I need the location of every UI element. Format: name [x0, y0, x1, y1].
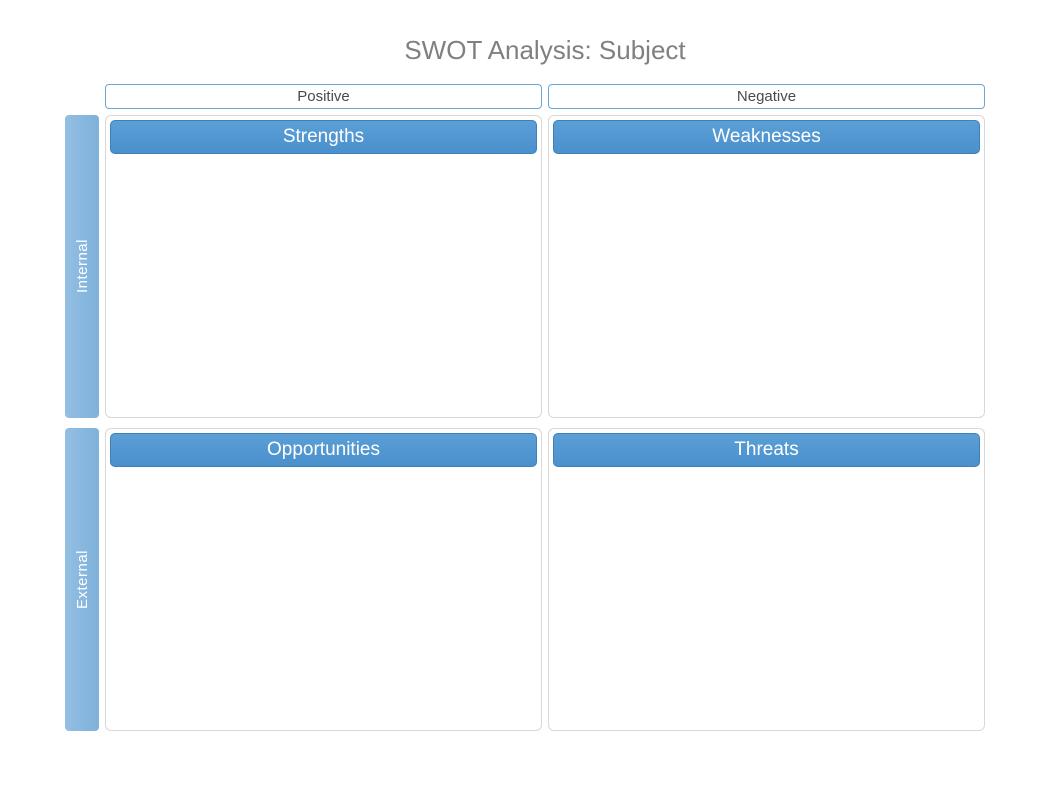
row-label-internal-text: Internal	[74, 239, 91, 293]
quadrants: Strengths Weaknesses Opportunities Threa…	[105, 115, 985, 731]
row-label-external-text: External	[74, 550, 91, 609]
quadrant-strengths-body	[110, 154, 537, 413]
quadrant-threats-header: Threats	[553, 433, 980, 467]
quadrant-weaknesses: Weaknesses	[548, 115, 985, 418]
quadrant-strengths: Strengths	[105, 115, 542, 418]
column-header-positive: Positive	[105, 84, 542, 109]
swot-grid: Positive Negative Internal External Stre…	[65, 84, 985, 731]
quadrant-opportunities: Opportunities	[105, 428, 542, 731]
quadrant-opportunities-header: Opportunities	[110, 433, 537, 467]
quadrant-weaknesses-header: Weaknesses	[553, 120, 980, 154]
quadrant-opportunities-body	[110, 467, 537, 726]
quadrant-strengths-header: Strengths	[110, 120, 537, 154]
row-labels: Internal External	[65, 115, 99, 731]
row-label-internal: Internal	[65, 115, 99, 418]
quadrant-weaknesses-body	[553, 154, 980, 413]
rows-area: Internal External Strengths Weaknesses	[65, 115, 985, 731]
swot-container: SWOT Analysis: Subject Positive Negative…	[65, 35, 985, 731]
column-headers: Positive Negative	[105, 84, 985, 109]
page-title: SWOT Analysis: Subject	[65, 35, 985, 66]
quadrant-threats-body	[553, 467, 980, 726]
quadrant-threats: Threats	[548, 428, 985, 731]
column-header-negative: Negative	[548, 84, 985, 109]
quad-row-external: Opportunities Threats	[105, 428, 985, 731]
quad-row-internal: Strengths Weaknesses	[105, 115, 985, 418]
row-label-external: External	[65, 428, 99, 731]
